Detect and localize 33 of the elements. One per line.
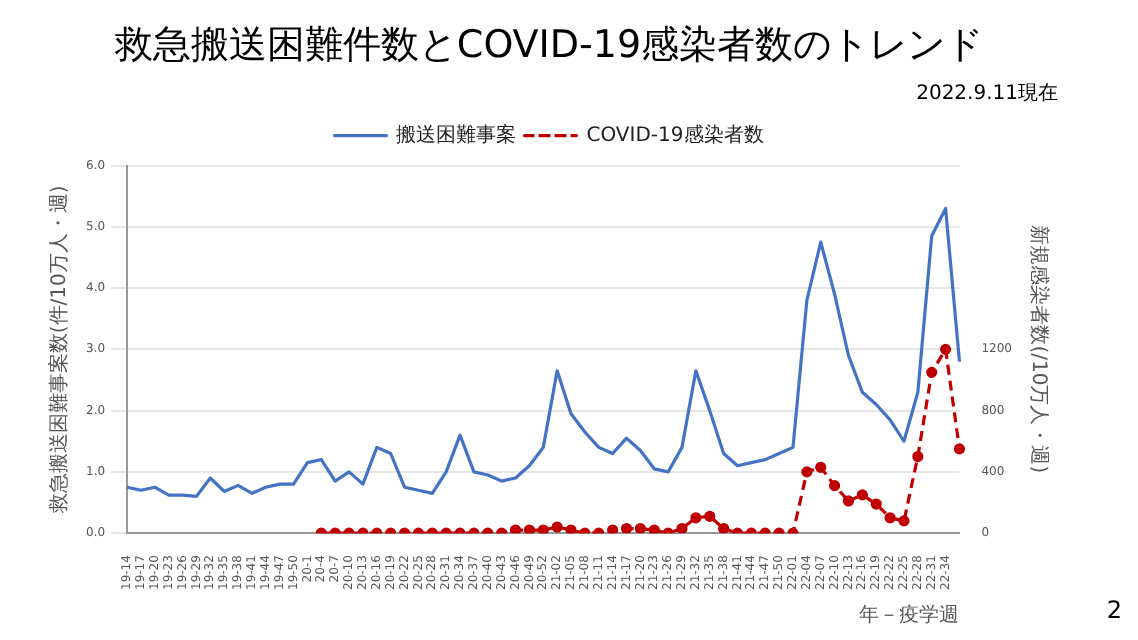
point bbox=[704, 510, 716, 522]
point bbox=[551, 521, 563, 533]
point bbox=[565, 524, 577, 534]
y-axis-title: 救急搬送困難事案数(件/10万人・週) bbox=[47, 185, 72, 516]
x-axis-title: 年－疫学週 bbox=[859, 603, 960, 628]
point bbox=[926, 366, 938, 378]
point bbox=[856, 489, 868, 501]
point bbox=[870, 498, 882, 510]
point bbox=[690, 512, 702, 524]
point bbox=[953, 443, 966, 455]
point bbox=[829, 480, 841, 492]
point bbox=[912, 450, 924, 463]
point bbox=[842, 495, 855, 507]
chart-subtitle: 2022.9.11現在 bbox=[916, 80, 1058, 105]
point bbox=[537, 524, 549, 534]
text: 2 bbox=[1106, 596, 1122, 625]
point bbox=[648, 524, 660, 534]
point bbox=[898, 515, 910, 527]
point bbox=[815, 461, 827, 473]
chart-title: 救急搬送困難件数とCOVID-19感染者数のトレンド bbox=[112, 22, 984, 67]
point bbox=[634, 522, 646, 534]
point bbox=[523, 524, 535, 534]
point bbox=[509, 524, 522, 534]
point bbox=[939, 343, 952, 355]
point bbox=[676, 522, 688, 534]
legend-label: 搬送困難事案 bbox=[396, 122, 517, 147]
point bbox=[884, 512, 896, 524]
point bbox=[607, 524, 619, 534]
point bbox=[801, 466, 813, 478]
y2-axis-title: 新規感染者数(/10万人・週) bbox=[1026, 225, 1051, 474]
point bbox=[620, 522, 633, 534]
point bbox=[718, 522, 730, 534]
legend-label: COVID-19感染者数 bbox=[586, 122, 764, 147]
